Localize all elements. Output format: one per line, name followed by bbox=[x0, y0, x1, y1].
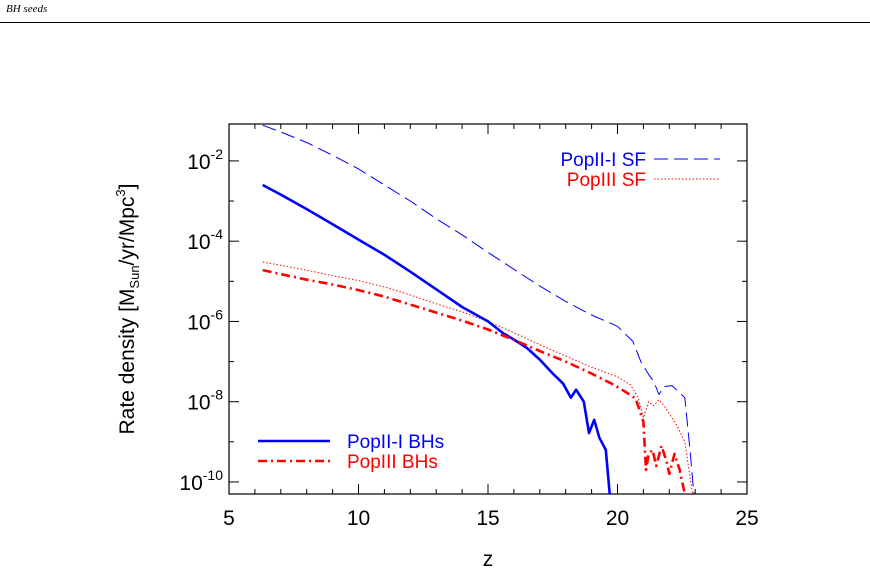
x-tick-label-2: 15 bbox=[476, 507, 499, 530]
x-tick-label-1: 10 bbox=[347, 507, 370, 530]
y-axis-label: Rate density [MSun/yr/Mpc3] bbox=[113, 184, 142, 435]
legend-label-top-1: PopIII SF bbox=[567, 170, 646, 191]
y-tick-label-0: 10-2 bbox=[187, 146, 223, 174]
y-tick-exp: -2 bbox=[211, 146, 224, 162]
y-tick-exp: -10 bbox=[203, 467, 223, 483]
y-tick-exp: -8 bbox=[211, 387, 224, 403]
legend-label-bottom-1: PopIII BHs bbox=[347, 452, 438, 473]
series-line-0 bbox=[262, 124, 695, 494]
x-axis-ticks: 5 10 15 20 25 bbox=[223, 124, 759, 530]
series-line-1 bbox=[262, 261, 694, 494]
y-tick-label-1: 10-4 bbox=[187, 226, 223, 254]
x-axis-label: z bbox=[483, 548, 494, 571]
y-tick-label-4: 10-10 bbox=[179, 467, 223, 495]
x-tick-label-0: 5 bbox=[223, 507, 235, 530]
y-tick-base: 10 bbox=[187, 311, 210, 334]
y-tick-base: 10 bbox=[187, 151, 210, 174]
y-tick-base: 10 bbox=[187, 392, 210, 415]
series-lines bbox=[262, 124, 695, 494]
y-axis-label-sub: Sun bbox=[127, 265, 142, 288]
y-tick-exp: -4 bbox=[211, 226, 224, 242]
header-rule bbox=[0, 22, 870, 23]
y-axis-ticks: 10-210-410-610-810-10 bbox=[179, 146, 747, 495]
running-head: BH seeds bbox=[6, 3, 48, 15]
y-axis-label-main: Rate density [M bbox=[116, 289, 139, 435]
y-tick-exp: -6 bbox=[211, 306, 224, 322]
legend-label-top-0: PopII-I SF bbox=[560, 150, 646, 171]
y-tick-base: 10 bbox=[179, 472, 202, 495]
y-tick-label-3: 10-8 bbox=[187, 387, 223, 415]
x-tick-label-4: 25 bbox=[735, 507, 758, 530]
y-axis-label-end: ] bbox=[116, 184, 139, 190]
y-tick-base: 10 bbox=[187, 231, 210, 254]
y-axis-label-sup: 3 bbox=[113, 189, 128, 196]
x-tick-label-3: 20 bbox=[606, 507, 629, 530]
legend-label-bottom-0: PopII-I BHs bbox=[347, 432, 444, 453]
series-line-3 bbox=[262, 268, 687, 494]
y-axis-label-mid: /yr/Mpc bbox=[116, 197, 139, 266]
y-tick-label-2: 10-6 bbox=[187, 306, 223, 334]
